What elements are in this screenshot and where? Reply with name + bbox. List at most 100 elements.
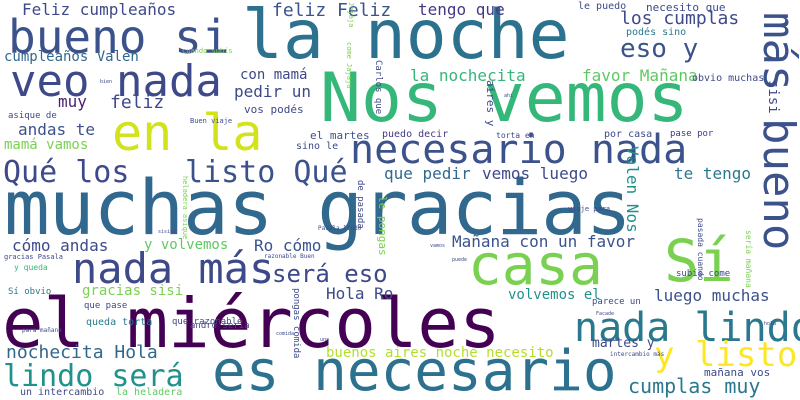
word-manana-vos: mañana vos	[704, 366, 771, 379]
word-muy: muy	[58, 92, 87, 111]
word-nochecita-hola: nochecita Hola	[6, 342, 158, 363]
word-si: Sí	[664, 227, 734, 295]
word-hola-ro: Hola Ro	[326, 284, 394, 303]
word-nos-vemos: Nos vemos	[320, 59, 689, 138]
word-mas-bueno: más bueno	[753, 12, 800, 251]
word-el-martes: el martes	[310, 129, 370, 142]
word-necesito-que: necesito que	[646, 1, 726, 14]
word-pase-por: pase por	[670, 129, 714, 139]
word-andas-te: andas te	[18, 120, 96, 139]
word-de-pasada: de pasada	[355, 180, 365, 229]
word-por-casa: por casa	[604, 129, 653, 140]
word-sisisi: sisisi	[158, 229, 177, 235]
word-seria-manana: sería mañana	[744, 230, 753, 288]
word-volvemos-el: volvemos el	[508, 287, 601, 303]
word-la-nochecita: la nochecita	[410, 66, 526, 85]
word-el-miercoles: el miércoles	[2, 284, 501, 364]
word-sino-le: sino le	[296, 141, 339, 152]
word-facade: Facade	[596, 311, 615, 317]
word-buen-viaje: Buen viaje	[190, 117, 233, 125]
word-veo-nada: veo nada	[10, 56, 222, 107]
word-que-pase: que pase	[84, 301, 128, 311]
word-heladera-asique: heladera asique	[181, 176, 189, 240]
word-parece-un: parece un	[592, 297, 641, 307]
word-andro-seria: andro sería	[190, 321, 250, 331]
word-torta-en: torta en	[496, 131, 535, 140]
word-gracias-sisi: gracias sisi	[82, 283, 184, 299]
word-para-manana: para mañana	[22, 327, 62, 334]
word-bueno-si: bueno si	[8, 10, 230, 64]
word-gracias-pasala: gracias Pasala	[4, 253, 64, 261]
word-casa: casa	[468, 233, 603, 298]
word-y-volvemos: y volvemos	[144, 237, 229, 253]
word-ro-como: Ro cómo	[254, 236, 322, 255]
word-vamos: vamos	[430, 243, 446, 249]
word-queda-torta: queda torta	[86, 317, 153, 328]
word-pasala-lindo: Pasala lindo	[318, 225, 362, 232]
word-en-la: en la	[112, 104, 263, 162]
word-una: una	[320, 337, 330, 343]
word-intercambio-mas: intercambio más	[610, 351, 665, 358]
word-puedo-decir: puedo decir	[382, 129, 449, 140]
word-que-razonable: que razonable	[172, 317, 243, 327]
word-sera-eso: será eso	[272, 260, 388, 288]
word-le-puedo: le puedo	[578, 1, 627, 12]
word-y-listo: y listo	[654, 335, 798, 375]
word-mama-vamos: mamá vamos	[4, 137, 89, 153]
word-como-andas: cómo andas	[12, 236, 109, 255]
word-la-heladera: la heladera	[116, 387, 183, 398]
word-sisi: sisi	[765, 80, 781, 114]
word-bien: bien	[100, 79, 113, 85]
word-listo-que: listo Qué	[185, 155, 348, 190]
word-carlos-que: Carlos que	[373, 60, 383, 115]
word-martes-y: martes y	[592, 336, 655, 351]
word-un-intercambio: un intercambio	[20, 387, 105, 398]
word-cumpleanos-valen: cumpleaños Valen	[4, 49, 139, 65]
word-asique-de: asique de	[8, 111, 57, 121]
word-nada-lindo: nada lindo	[574, 305, 800, 351]
word-que-los: Qué los	[3, 155, 130, 190]
word-los-cumplas: los cumplas	[620, 8, 740, 29]
word-que-pedir: que pedir	[384, 164, 471, 183]
word-razonable-buen: razonable Buen	[264, 253, 315, 260]
word-pasada-cuando: pasada cuando	[696, 218, 705, 281]
word-hola: hola	[764, 321, 777, 327]
word-feliz-cumpleanos: Feliz cumpleaños	[22, 0, 177, 19]
word-vemos-luego: vemos luego	[482, 164, 588, 183]
word-podes-sino: podés sino	[626, 27, 687, 38]
word-necesario-nada: necesario nada	[350, 127, 688, 173]
word-manana-con-un-favor: Mañana con un favor	[452, 232, 636, 251]
word-obvio-muchas: obvio muchas	[692, 73, 765, 84]
word-nada-mas: nada más	[72, 244, 275, 293]
word-y-queda: y queda	[14, 263, 48, 272]
word-jajaja: Jajaja	[347, 2, 355, 28]
word-cumplas-muy: cumplas muy	[628, 374, 761, 398]
word-comida: comida	[276, 331, 295, 337]
word-la-noche: la noche	[242, 0, 570, 75]
word-puede: puede	[452, 257, 468, 263]
word-vos-podes: vos podés	[244, 103, 304, 116]
word-favor-manana: favor Mañana	[582, 66, 698, 85]
word-si-obvio: Sí obvio	[8, 287, 52, 297]
word-pedir-un: pedir un	[234, 82, 312, 101]
word-viaje-para: viaje para	[568, 205, 611, 213]
word-pongas-comida: pongas comida	[291, 288, 301, 359]
word-te-tengo: te tengo	[674, 164, 752, 183]
word-subis-come: subís come	[676, 269, 731, 279]
word-luego-muchas: luego muchas	[654, 286, 770, 305]
word-muchas-gracias: muchas gracias	[4, 163, 632, 252]
word-ahi: ahí	[504, 93, 514, 99]
word-cuando-subis: cuando subís	[182, 47, 233, 55]
word-lindo-sera: lindo será	[3, 359, 184, 394]
word-feliz: feliz	[110, 92, 165, 113]
word-tengo-que: tengo que	[418, 0, 505, 19]
word-buenos-aires-noche-necesito: buenos aires noche necesito	[326, 345, 554, 361]
word-valen-nos: Valen Nos	[623, 146, 642, 233]
word-es-necesario: es necesario	[212, 339, 617, 400]
word-feliz-feliz: feliz Feliz	[272, 0, 392, 21]
word-come-jajaja: come Jajaja	[345, 42, 353, 89]
word-con-mama: con mamá	[240, 67, 308, 83]
word-aires-y: aires y	[484, 80, 497, 127]
word-le-pongas: le pongas	[376, 196, 389, 256]
